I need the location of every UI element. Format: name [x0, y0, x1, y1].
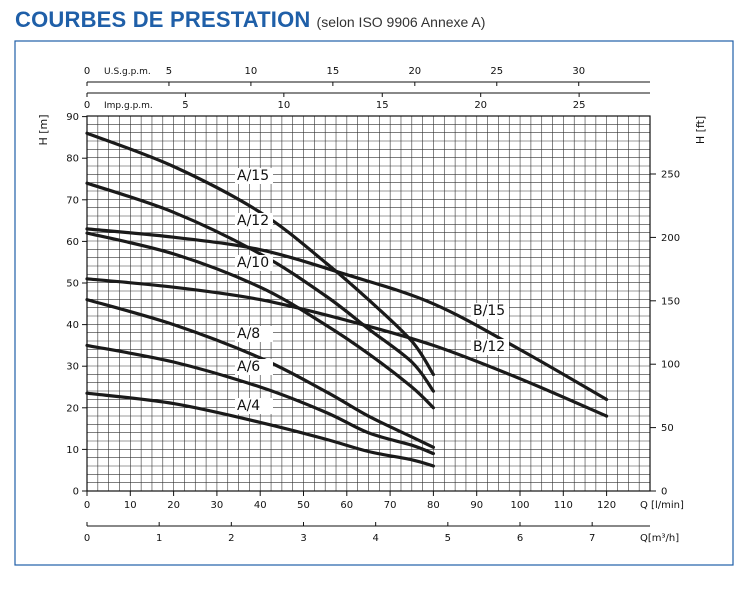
- x-m3h-tick-label: 5: [445, 533, 451, 544]
- curve-label-bg-a-12: [235, 213, 273, 229]
- y-right-tick-label: 200: [661, 233, 680, 244]
- x-main-tick-label: 100: [510, 500, 529, 511]
- curve-label-a-15: A/15: [237, 168, 269, 184]
- curve-a-15: [85, 131, 435, 377]
- x-usgpm-tick-label: 20: [408, 66, 421, 77]
- y-left-tick-label: 50: [66, 279, 79, 290]
- curve-label-bg-a-4: [235, 398, 273, 414]
- grid: [86, 115, 651, 492]
- curve-label-a-8: A/8: [237, 326, 260, 342]
- x-main-tick-label: 0: [84, 500, 90, 511]
- x-main-tick-label: 70: [384, 500, 397, 511]
- y-right-tick-label: 100: [661, 360, 680, 371]
- curve-label-bg-a-15: [235, 168, 273, 184]
- x-impgpm-axis-label: Imp.g.p.m.: [104, 101, 153, 111]
- y-left-tick-label: 40: [66, 320, 79, 331]
- y-right-tick-label: 50: [661, 423, 674, 434]
- y-left-tick-label: 0: [73, 487, 79, 498]
- y-left-tick-label: 60: [66, 237, 79, 248]
- curve-labels: A/15 A/12 A/10 A/8 A/6 A/4 B/15 B/12: [235, 168, 509, 414]
- curve-b-12: [85, 277, 609, 418]
- x-main-tick-label: 110: [554, 500, 573, 511]
- curve-a-6: [85, 343, 435, 456]
- chart-frame: [14, 40, 734, 566]
- y-left-tick-label: 70: [66, 195, 79, 206]
- chart-subtitle: (selon ISO 9906 Annexe A): [316, 14, 486, 30]
- x-main-tick-label: 20: [167, 500, 180, 511]
- x-m3h-tick-label: 3: [300, 533, 306, 544]
- x-impgpm-tick-label: 25: [573, 100, 586, 111]
- y-left-tick-label: 10: [66, 445, 79, 456]
- curve-label-a-12: A/12: [237, 213, 269, 229]
- y-left-tick-label: 90: [66, 112, 79, 123]
- x-m3h-tick-label: 7: [589, 533, 595, 544]
- curve-label-bg-b-12: [471, 339, 509, 355]
- x-main-tick-label: 60: [340, 500, 353, 511]
- curve-a-12: [85, 181, 435, 393]
- y-left-axis-label: H [m]: [37, 114, 50, 145]
- y-right-axis-label: H [ft]: [694, 116, 707, 144]
- x-m3h-axis-label: Q[m³/h]: [640, 533, 679, 544]
- y-right-tick-label: 150: [661, 296, 680, 307]
- x-main-axis-label: Q [l/min]: [640, 500, 684, 511]
- x-usgpm-tick-label: 15: [326, 66, 339, 77]
- x-usgpm-tick-label: 10: [245, 66, 258, 77]
- curve-a-10: [85, 231, 435, 410]
- curve-label-bg-a-6: [235, 359, 273, 375]
- curve-label-a-4: A/4: [237, 398, 260, 414]
- y-left-tick-label: 20: [66, 403, 79, 414]
- x-main-tick-label: 30: [211, 500, 224, 511]
- x-impgpm-tick-label: 15: [376, 100, 389, 111]
- curve-label-bg-a-8: [235, 326, 273, 342]
- x-m3h-tick-label: 6: [517, 533, 523, 544]
- x-main-tick-label: 10: [124, 500, 137, 511]
- chart-title: COURBES DE PRESTATION: [15, 7, 311, 32]
- y-right-tick-label: 250: [661, 170, 680, 181]
- x-usgpm-axis-label: U.S.g.p.m.: [104, 67, 151, 77]
- curve-label-bg-b-15: [471, 303, 509, 319]
- y-right-tick-label: 0: [661, 487, 667, 498]
- x-m3h-tick-label: 0: [84, 533, 90, 544]
- x-m3h-tick-label: 2: [228, 533, 234, 544]
- curve-label-a-10: A/10: [237, 255, 269, 271]
- x-main-tick-label: 80: [427, 500, 440, 511]
- x-impgpm-tick-label: 5: [182, 100, 188, 111]
- curve-label-b-15: B/15: [473, 303, 505, 319]
- curve-label-a-6: A/6: [237, 359, 260, 375]
- chart-title-row: COURBES DE PRESTATION (selon ISO 9906 Ann…: [15, 7, 485, 33]
- x-usgpm-tick-label: 0: [84, 66, 90, 77]
- curves: [85, 131, 609, 468]
- x-impgpm-tick-label: 20: [474, 100, 487, 111]
- x-main-tick-label: 50: [297, 500, 310, 511]
- y-left-tick-label: 30: [66, 362, 79, 373]
- y-left-tick-label: 80: [66, 154, 79, 165]
- x-usgpm-tick-label: 5: [166, 66, 172, 77]
- curve-a-8: [85, 298, 435, 449]
- curve-label-b-12: B/12: [473, 339, 505, 355]
- x-usgpm-tick-label: 25: [490, 66, 503, 77]
- x-m3h-tick-label: 1: [156, 533, 162, 544]
- curve-label-bg-a-10: [235, 255, 273, 271]
- x-main-tick-label: 40: [254, 500, 267, 511]
- x-main-tick-label: 120: [597, 500, 616, 511]
- x-usgpm-tick-label: 30: [572, 66, 585, 77]
- x-impgpm-tick-label: 0: [84, 100, 90, 111]
- curve-b-15: [85, 227, 609, 402]
- x-main-tick-label: 90: [470, 500, 483, 511]
- x-impgpm-tick-label: 10: [277, 100, 290, 111]
- curve-a-4: [85, 391, 435, 468]
- x-m3h-tick-label: 4: [372, 533, 378, 544]
